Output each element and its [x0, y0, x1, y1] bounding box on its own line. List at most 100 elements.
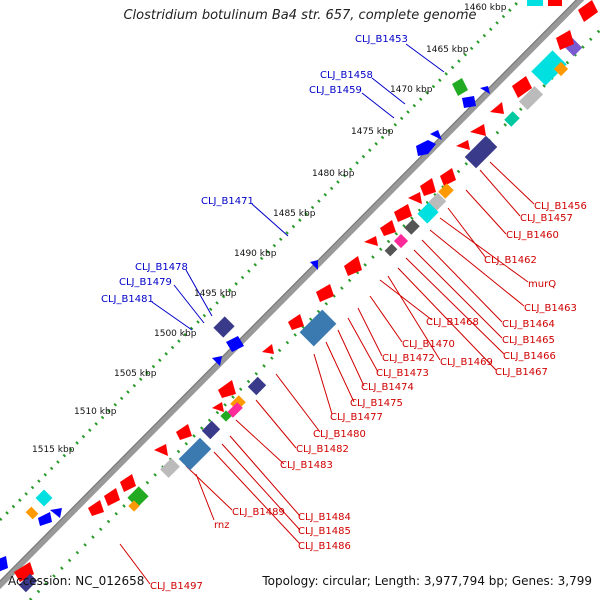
gene-feature [128, 500, 140, 512]
gene-feature [384, 243, 398, 257]
gene-arrow [470, 124, 486, 136]
gene-label: CLJ_B1456 [534, 201, 587, 212]
gene-label: CLJ_B1469 [440, 357, 493, 368]
gene-label: CLJ_B1489 [232, 507, 285, 518]
gene-arrow [380, 220, 396, 236]
gene-arrow [120, 474, 136, 492]
tick-label: 1465 kbp [426, 45, 469, 55]
gene-feature [201, 420, 221, 440]
gene-feature [160, 458, 180, 478]
gene-arrow [288, 314, 304, 330]
gene-feature [464, 135, 498, 169]
gene-label: CLJ_B1462 [484, 255, 537, 266]
gene-arrow [14, 562, 34, 582]
gene-arrow [226, 336, 244, 352]
tick-label: 1500 kbp [154, 329, 197, 339]
gene-feature [438, 183, 454, 199]
gene-label: CLJ_B1460 [506, 230, 559, 241]
tick-label: 1495 kbp [194, 289, 237, 299]
tick-label: 1515 kbp [32, 445, 75, 455]
gene-arrow [344, 256, 362, 276]
gene-arrow [462, 96, 476, 108]
gene-label: CLJ_B1484 [298, 512, 351, 523]
gene-arrow [512, 76, 532, 98]
gene-arrow [262, 344, 274, 354]
gene-arrow [212, 402, 224, 412]
gene-feature [18, 573, 38, 593]
gene-label: CLJ_B1480 [313, 429, 366, 440]
gene-label: CLJ_B1473 [376, 368, 429, 379]
gene-arrow [218, 380, 236, 398]
gene-feature [518, 85, 544, 111]
gene-label: CLJ_B1464 [502, 319, 555, 330]
gene-label: CLJ_B1458 [320, 70, 373, 81]
gene-feature [531, 50, 567, 86]
gene-label: CLJ_B1470 [402, 339, 455, 350]
gene-arrow [430, 130, 442, 140]
gene-label: CLJ_B1485 [298, 526, 351, 537]
gene-label: CLJ_B1477 [330, 412, 383, 423]
gene-arrow [490, 102, 504, 114]
genome-stats-text: Topology: circular; Length: 3,977,794 bp… [262, 574, 592, 588]
gene-label: CLJ_B1466 [503, 351, 556, 362]
accession-text: Accession: NC_012658 [8, 574, 145, 588]
gene-arrow [212, 356, 222, 366]
gene-arrow [50, 508, 62, 518]
tick-label: 1470 kbp [390, 85, 433, 95]
gene-feature [227, 402, 243, 418]
gene-arrow [452, 78, 468, 96]
reverse-gene-labels: CLJ_B1456 CLJ_B1457 CLJ_B1460 CLJ_B1462 … [150, 201, 587, 592]
gene-label: CLJ_B1468 [426, 317, 479, 328]
tick-label: 1485 kbp [273, 209, 316, 219]
gene-arrow [420, 178, 436, 196]
gene-label: murQ [528, 279, 556, 290]
gene-arrow [416, 140, 436, 156]
gene-label: CLJ_B1457 [520, 213, 573, 224]
gene-arrow [440, 168, 456, 186]
gene-label: CLJ_B1471 [201, 196, 254, 207]
gc-dot-track-outer [0, 0, 522, 522]
gene-arrow [480, 86, 490, 94]
gene-arrow [364, 236, 378, 246]
gene-arrow [310, 260, 318, 270]
genome-title: Clostridium botulinum Ba4 str. 657, comp… [123, 8, 477, 23]
gene-arrow [104, 488, 120, 506]
leader-lines-forward [151, 43, 445, 331]
gene-feature [548, 0, 562, 6]
gene-feature [417, 202, 439, 224]
gene-label: CLJ_B1481 [101, 294, 154, 305]
gene-arrow [88, 500, 104, 516]
gene-feature [247, 376, 267, 396]
leader-lines-reverse [119, 161, 535, 585]
gene-label: CLJ_B1453 [355, 34, 408, 45]
tick-label: 1510 kbp [74, 407, 117, 417]
gene-arrow [394, 204, 412, 222]
gene-arrow [456, 140, 470, 150]
gene-arrow [38, 512, 52, 526]
gene-arrow [0, 556, 8, 572]
gene-feature [35, 489, 53, 507]
gene-feature [504, 111, 520, 127]
reverse-strand-genes [14, 0, 598, 593]
gene-label: CLJ_B1486 [298, 541, 351, 552]
gene-label: rnz [214, 520, 230, 531]
gene-feature [178, 437, 212, 471]
gene-label: CLJ_B1472 [382, 353, 435, 364]
gene-feature [404, 219, 420, 235]
tick-label: 1480 kbp [312, 169, 355, 179]
gene-label: CLJ_B1482 [296, 444, 349, 455]
gene-arrow [154, 444, 168, 456]
tick-label: 1475 kbp [351, 127, 394, 137]
gene-label: CLJ_B1463 [524, 303, 577, 314]
forward-gene-labels: CLJ_B1453 CLJ_B1458 CLJ_B1459 CLJ_B1471 … [101, 34, 408, 305]
tick-labels: 1460 kbp 1465 kbp 1470 kbp 1475 kbp 1480… [32, 3, 507, 455]
gene-feature [25, 506, 39, 520]
gene-arrow [556, 30, 574, 50]
gene-label: CLJ_B1478 [135, 262, 188, 273]
gene-feature [213, 316, 235, 338]
gene-label: CLJ_B1474 [361, 382, 414, 393]
gene-feature [220, 410, 232, 422]
gene-label: CLJ_B1479 [119, 277, 172, 288]
